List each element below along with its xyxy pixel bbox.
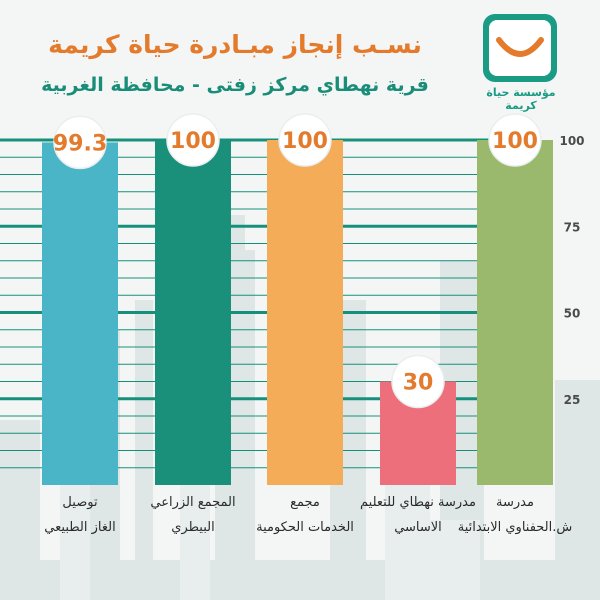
bar xyxy=(267,140,343,485)
category-label: توصيل الغاز الطبيعي xyxy=(44,495,116,535)
bar xyxy=(477,140,553,485)
bar xyxy=(42,142,118,486)
data-label: 30 xyxy=(403,371,434,396)
y-tick-label: 25 xyxy=(564,393,581,407)
y-tick-label: 50 xyxy=(564,307,581,321)
value-badge xyxy=(53,115,107,170)
data-label: 100 xyxy=(282,129,328,154)
logo-text: مؤسسة حياة كريمة xyxy=(486,86,556,112)
chart-subtitle: قرية نهطاي مركز زفتى - محافظة الغربية xyxy=(41,74,429,96)
category-label: المجمع الزراعي البيطري xyxy=(150,495,236,535)
smile-icon xyxy=(489,20,551,76)
bar xyxy=(155,140,231,485)
chart-title: نسـب إنجاز مبـادرة حياة كريمة xyxy=(48,30,422,59)
value-badge xyxy=(391,354,445,409)
y-tick-label: 100 xyxy=(559,134,584,148)
data-label: 100 xyxy=(170,129,216,154)
data-label: 100 xyxy=(492,129,538,154)
value-badge xyxy=(488,113,542,167)
category-label: مجمع الخدمات الحكومية xyxy=(256,495,354,535)
y-tick-label: 75 xyxy=(564,220,581,234)
category-label: مدرسة ش.الحفناوي الابتدائية xyxy=(457,495,573,535)
category-label: مدرسة نهطاي للتعليم الاساسي xyxy=(360,495,476,535)
logo: مؤسسة حياة كريمة xyxy=(475,12,567,112)
data-label: 99.3 xyxy=(53,131,107,156)
logo-box xyxy=(483,14,557,82)
value-badge xyxy=(166,113,220,167)
value-badge xyxy=(278,113,332,167)
